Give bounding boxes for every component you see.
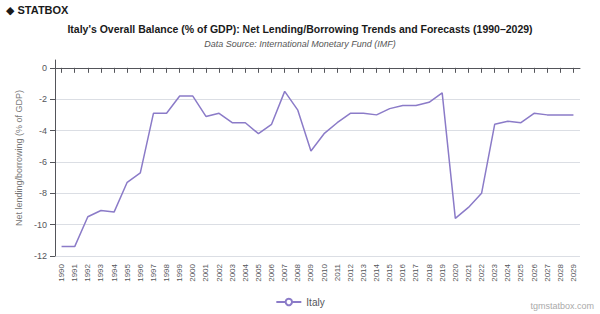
svg-text:2007: 2007: [280, 263, 289, 281]
svg-text:2008: 2008: [293, 263, 302, 281]
svg-text:-12: -12: [34, 251, 47, 261]
svg-text:2028: 2028: [556, 263, 565, 281]
svg-text:-8: -8: [39, 188, 47, 198]
svg-text:1993: 1993: [96, 263, 105, 281]
svg-text:1995: 1995: [123, 263, 132, 281]
svg-text:2003: 2003: [228, 263, 237, 281]
svg-text:2004: 2004: [241, 263, 250, 281]
svg-text:-6: -6: [39, 157, 47, 167]
svg-text:2009: 2009: [306, 263, 315, 281]
svg-text:2015: 2015: [385, 263, 394, 281]
svg-text:2011: 2011: [333, 263, 342, 281]
svg-text:2018: 2018: [425, 263, 434, 281]
svg-text:2017: 2017: [411, 263, 420, 281]
svg-text:2023: 2023: [490, 263, 499, 281]
svg-text:2016: 2016: [398, 263, 407, 281]
svg-text:2000: 2000: [188, 263, 197, 281]
svg-text:2005: 2005: [254, 263, 263, 281]
svg-text:0: 0: [42, 63, 47, 73]
svg-text:-2: -2: [39, 94, 47, 104]
svg-text:2026: 2026: [530, 263, 539, 281]
svg-text:2021: 2021: [464, 263, 473, 281]
svg-text:2027: 2027: [543, 263, 552, 281]
svg-text:1994: 1994: [110, 263, 119, 281]
svg-text:Data Source: International Mon: Data Source: International Monetary Fund…: [204, 39, 396, 49]
svg-text:2002: 2002: [215, 263, 224, 281]
svg-text:1991: 1991: [70, 263, 79, 281]
svg-text:tgmstatbox.com: tgmstatbox.com: [530, 301, 594, 311]
svg-text:2010: 2010: [320, 263, 329, 281]
svg-text:Italy's Overall Balance (% of: Italy's Overall Balance (% of GDP): Net …: [67, 23, 532, 35]
svg-text:1997: 1997: [149, 263, 158, 281]
svg-text:◆ STATBOX: ◆ STATBOX: [6, 4, 69, 16]
svg-text:2014: 2014: [372, 263, 381, 281]
svg-text:2022: 2022: [477, 263, 486, 281]
svg-text:2020: 2020: [451, 263, 460, 281]
svg-text:1990: 1990: [57, 263, 66, 281]
svg-text:2024: 2024: [503, 263, 512, 281]
svg-text:2013: 2013: [359, 263, 368, 281]
svg-text:-4: -4: [39, 126, 47, 136]
svg-text:1998: 1998: [162, 263, 171, 281]
svg-text:2025: 2025: [516, 263, 525, 281]
svg-text:1992: 1992: [83, 263, 92, 281]
svg-text:Net lending/borrowing (% of GD: Net lending/borrowing (% of GDP): [14, 90, 24, 226]
svg-text:2019: 2019: [438, 263, 447, 281]
svg-text:1999: 1999: [175, 263, 184, 281]
svg-text:1996: 1996: [136, 263, 145, 281]
svg-text:-10: -10: [34, 220, 47, 230]
svg-text:Italy: Italy: [306, 297, 324, 308]
svg-text:2001: 2001: [201, 263, 210, 281]
svg-text:2029: 2029: [569, 263, 578, 281]
svg-text:2006: 2006: [267, 263, 276, 281]
svg-text:2012: 2012: [346, 263, 355, 281]
